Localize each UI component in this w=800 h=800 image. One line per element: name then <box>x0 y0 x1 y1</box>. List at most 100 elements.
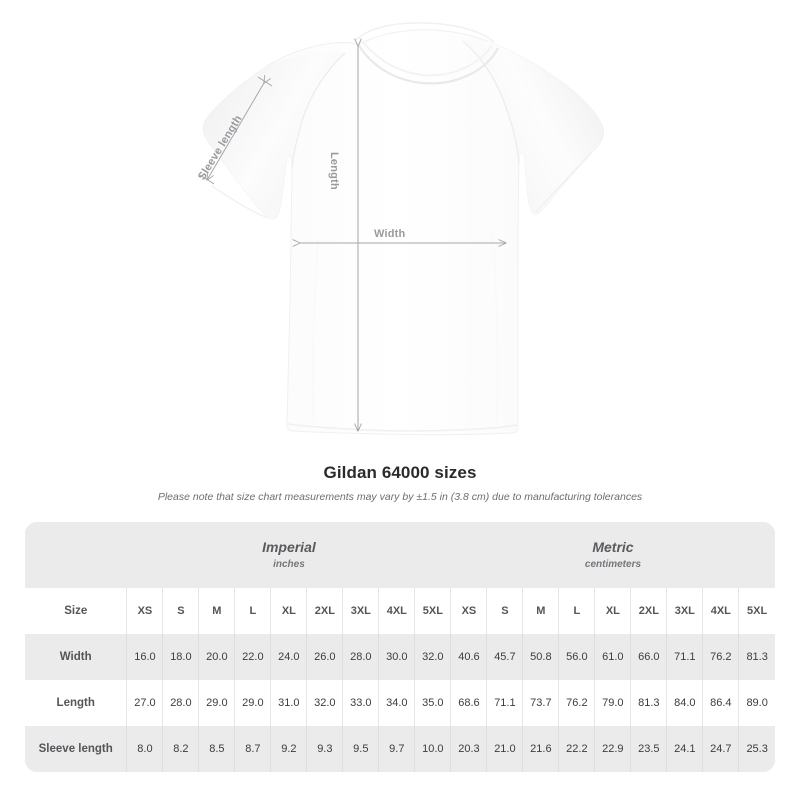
dimension-arrows <box>199 38 507 432</box>
size-header-metric-xl: XL <box>594 588 631 634</box>
cell-width-metric-2xl: 66.0 <box>630 634 667 680</box>
cell-length-imperial-4xl: 34.0 <box>378 680 415 726</box>
size-header-imperial-2xl: 2XL <box>306 588 343 634</box>
unit-row-spacer <box>25 522 127 588</box>
size-header-imperial-xs: XS <box>126 588 163 634</box>
size-corner-header: Size <box>25 588 127 634</box>
cell-sleeve-imperial-3xl: 9.5 <box>342 726 379 772</box>
cell-length-imperial-3xl: 33.0 <box>342 680 379 726</box>
cell-width-metric-4xl: 76.2 <box>702 634 739 680</box>
cell-width-imperial-xl: 24.0 <box>270 634 307 680</box>
size-header-metric-4xl: 4XL <box>702 588 739 634</box>
cell-length-imperial-xl: 31.0 <box>270 680 307 726</box>
sleeve-tick-bottom <box>199 174 215 185</box>
cell-sleeve-metric-2xl: 23.5 <box>630 726 667 772</box>
row-label-sleeve-length: Sleeve length <box>25 726 127 772</box>
size-header-imperial-4xl: 4XL <box>378 588 415 634</box>
size-header-imperial-l: L <box>234 588 271 634</box>
cell-width-metric-3xl: 71.1 <box>666 634 703 680</box>
body-fold-left <box>311 239 319 421</box>
tolerance-note: Please note that size chart measurements… <box>157 491 643 503</box>
size-header-metric-m: M <box>522 588 559 634</box>
cell-width-metric-5xl: 81.3 <box>738 634 775 680</box>
size-header-metric-l: L <box>558 588 595 634</box>
cell-sleeve-metric-5xl: 25.3 <box>738 726 775 772</box>
cell-width-metric-xl: 61.0 <box>594 634 631 680</box>
cell-length-imperial-l: 29.0 <box>234 680 271 726</box>
cell-width-imperial-xs: 16.0 <box>126 634 163 680</box>
page-title: Gildan 64000 sizes <box>323 463 477 482</box>
neckline-outer <box>357 43 499 85</box>
cell-width-imperial-s: 18.0 <box>162 634 199 680</box>
left-sleeve-seam <box>291 52 346 169</box>
tshirt-diagram <box>199 22 605 436</box>
cell-sleeve-metric-m: 21.6 <box>522 726 559 772</box>
cell-length-imperial-xs: 27.0 <box>126 680 163 726</box>
cell-length-metric-xs: 68.6 <box>450 680 487 726</box>
table-row: Sleeve length 8.0 8.2 8.5 8.7 9.2 9.3 9.… <box>25 726 775 772</box>
size-header-row: Size XS S M L XL 2XL 3XL 4XL 5XL XS S M … <box>25 588 775 634</box>
body-fold-right <box>491 229 499 423</box>
imperial-unit: inches <box>273 559 305 570</box>
cell-length-metric-2xl: 81.3 <box>630 680 667 726</box>
size-header-imperial-m: M <box>198 588 235 634</box>
tshirt-illustration: Width Length Sleeve length <box>196 22 605 436</box>
table-row: Width 16.0 18.0 20.0 22.0 24.0 26.0 28.0… <box>25 634 775 680</box>
cell-sleeve-imperial-2xl: 9.3 <box>306 726 343 772</box>
size-header-metric-5xl: 5XL <box>738 588 775 634</box>
cell-width-imperial-m: 20.0 <box>198 634 235 680</box>
metric-unit: centimeters <box>584 559 642 570</box>
collar-band <box>355 22 495 43</box>
cell-sleeve-imperial-xl: 9.2 <box>270 726 307 772</box>
cell-length-imperial-s: 28.0 <box>162 680 199 726</box>
cell-width-metric-xs: 40.6 <box>450 634 487 680</box>
cell-sleeve-imperial-l: 8.7 <box>234 726 271 772</box>
size-header-imperial-xl: XL <box>270 588 307 634</box>
cell-width-metric-l: 56.0 <box>558 634 595 680</box>
cell-sleeve-imperial-m: 8.5 <box>198 726 235 772</box>
cell-width-imperial-l: 22.0 <box>234 634 271 680</box>
cell-length-metric-5xl: 89.0 <box>738 680 775 726</box>
size-header-metric-2xl: 2XL <box>630 588 667 634</box>
cell-width-imperial-2xl: 26.0 <box>306 634 343 680</box>
bottom-hem <box>287 423 518 432</box>
cell-width-metric-s: 45.7 <box>486 634 523 680</box>
left-sleeve-hem <box>211 185 269 219</box>
imperial-label: Imperial <box>262 539 316 555</box>
row-label-length: Length <box>25 680 127 726</box>
size-chart-table: Imperial inches Metric centimeters Size … <box>25 522 775 772</box>
cell-width-imperial-3xl: 28.0 <box>342 634 379 680</box>
cell-sleeve-imperial-4xl: 9.7 <box>378 726 415 772</box>
right-sleeve-hem <box>535 151 593 213</box>
sleeve-arrow <box>206 74 271 181</box>
size-header-imperial-5xl: 5XL <box>414 588 451 634</box>
cell-sleeve-metric-4xl: 24.7 <box>702 726 739 772</box>
cell-sleeve-metric-xs: 20.3 <box>450 726 487 772</box>
cell-length-imperial-2xl: 32.0 <box>306 680 343 726</box>
metric-label: Metric <box>592 539 634 555</box>
cell-sleeve-imperial-xs: 8.0 <box>126 726 163 772</box>
cell-length-metric-l: 76.2 <box>558 680 595 726</box>
cell-length-metric-s: 71.1 <box>486 680 523 726</box>
right-sleeve <box>464 39 604 215</box>
neckline-inner <box>361 40 493 77</box>
cell-sleeve-metric-3xl: 24.1 <box>666 726 703 772</box>
cell-length-metric-xl: 79.0 <box>594 680 631 726</box>
width-dimension-label: Width <box>374 228 406 240</box>
cell-width-imperial-5xl: 32.0 <box>414 634 451 680</box>
length-dimension-label: Length <box>328 152 340 190</box>
cell-sleeve-metric-xl: 22.9 <box>594 726 631 772</box>
row-label-width: Width <box>25 634 127 680</box>
size-header-metric-xs: XS <box>450 588 487 634</box>
cell-width-metric-m: 50.8 <box>522 634 559 680</box>
size-header-imperial-3xl: 3XL <box>342 588 379 634</box>
cell-sleeve-metric-s: 21.0 <box>486 726 523 772</box>
cell-width-imperial-4xl: 30.0 <box>378 634 415 680</box>
size-header-metric-3xl: 3XL <box>666 588 703 634</box>
cell-sleeve-imperial-s: 8.2 <box>162 726 199 772</box>
cell-length-metric-m: 73.7 <box>522 680 559 726</box>
cell-length-imperial-5xl: 35.0 <box>414 680 451 726</box>
sleeve-tick-top <box>257 76 273 87</box>
cell-sleeve-imperial-5xl: 10.0 <box>414 726 451 772</box>
right-sleeve-seam <box>462 40 520 165</box>
